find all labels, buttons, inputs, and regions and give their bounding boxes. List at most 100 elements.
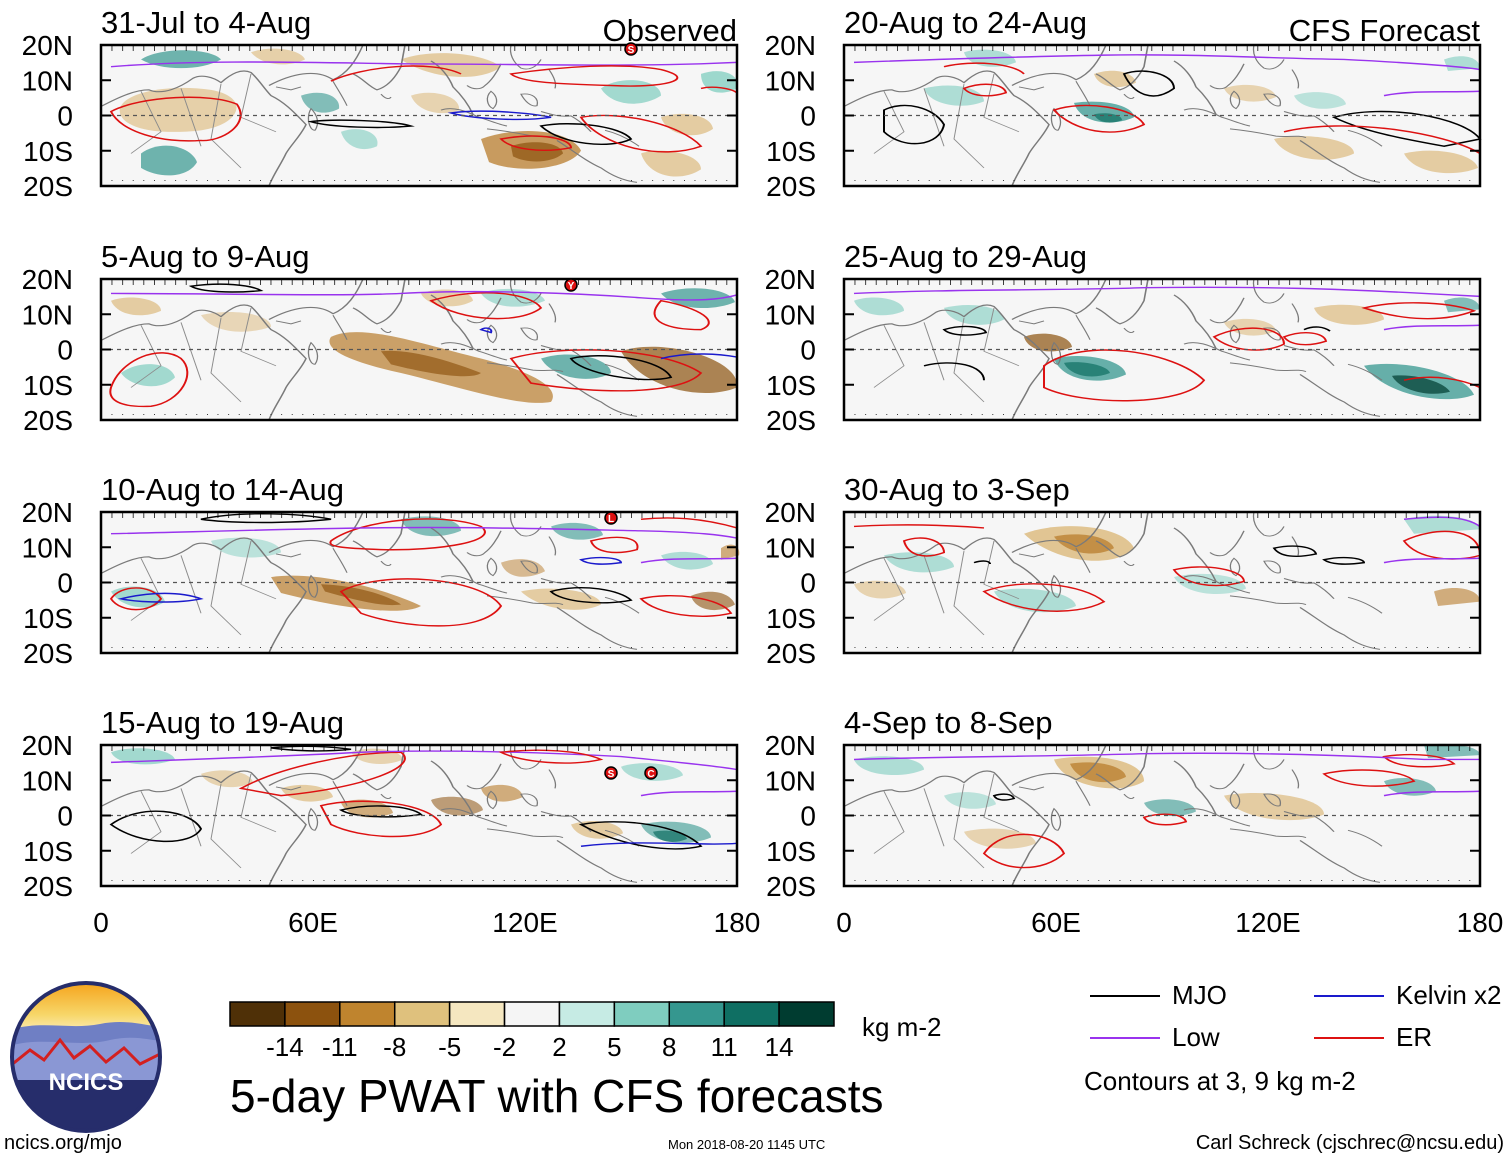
lat-label: 10S (766, 370, 816, 401)
lat-label: 10S (23, 603, 73, 634)
legend-item: Low (1090, 1022, 1220, 1052)
lat-label: 10S (766, 136, 816, 167)
colorbar-tick-label: -8 (383, 1032, 406, 1062)
colorbar-tick-label: -5 (438, 1032, 461, 1062)
map-panel: 20N 10N 0 10S 20S 20-Aug to 24-Aug CFS Forecas… (765, 5, 1482, 202)
lat-label: 0 (800, 801, 816, 832)
lon-label: 0 (836, 907, 852, 938)
ncics-logo: NCICS (10, 981, 162, 1133)
colorbar-swatch (229, 1001, 286, 1027)
panel-background (844, 512, 1480, 653)
storm-icon (624, 42, 638, 56)
lat-label: 10S (23, 836, 73, 867)
panel-background (844, 279, 1480, 420)
lat-label: 10S (766, 603, 816, 634)
lat-label: 10S (23, 370, 73, 401)
top-ticks (101, 279, 737, 285)
observed-label: Observed (603, 13, 737, 48)
legend-item: Kelvin x2 (1314, 980, 1502, 1010)
map-panel: 20N 10N 0 10S 20S Y 5-Aug to 9-Aug (22, 239, 739, 436)
footer-timestamp: Mon 2018-08-20 1145 UTC (668, 1137, 825, 1152)
storm-letter: Y (568, 281, 575, 292)
top-ticks (101, 745, 737, 751)
footer-credit: Carl Schreck (cjschrec@ncsu.edu) (1196, 1132, 1504, 1154)
lon-label: 60E (288, 907, 338, 938)
colorbar-swatch (284, 1001, 341, 1027)
panel-background (844, 45, 1480, 186)
map-panel: 20N 10N 0 10S 20S 4-Sep to 8-Sep 0 60E 120E 180 (765, 705, 1504, 938)
panel-title: 25-Aug to 29-Aug (844, 239, 1087, 274)
colorbar-swatch (503, 1001, 561, 1027)
storm-icon (644, 766, 658, 780)
lat-label: 20N (765, 30, 816, 61)
bottom-ticks (101, 180, 737, 186)
lat-label: 20S (23, 871, 73, 902)
lat-label: 20N (22, 30, 73, 61)
storm-marker: S (604, 766, 618, 780)
map-panel: 20N 10N 0 10S 20S 30-Aug to 3-Sep (765, 472, 1482, 669)
lat-label: 10N (22, 65, 73, 96)
colorbar-swatch (723, 1001, 780, 1027)
storm-marker: L (604, 511, 618, 525)
legend-label: ER (1396, 1022, 1432, 1052)
bottom-ticks (101, 414, 737, 420)
lon-label: 0 (93, 907, 109, 938)
panel-title: 15-Aug to 19-Aug (101, 705, 344, 740)
legend-item: ER (1314, 1022, 1432, 1052)
panel-title: 31-Jul to 4-Aug (101, 5, 311, 40)
panel-background (844, 745, 1480, 886)
lat-label: 20S (23, 171, 73, 202)
panel-title: 4-Sep to 8-Sep (844, 705, 1053, 740)
storm-letter: L (608, 514, 614, 525)
legend-label: Kelvin x2 (1396, 980, 1502, 1010)
lat-label: 0 (57, 101, 73, 132)
colorbar-tick-label: -11 (322, 1032, 358, 1062)
logo-text: NCICS (49, 1069, 124, 1096)
bottom-ticks (844, 647, 1480, 653)
lat-label: 20N (22, 497, 73, 528)
lat-label: 0 (800, 335, 816, 366)
colorbar-swatch (613, 1001, 671, 1027)
colorbar-swatch (393, 1001, 451, 1027)
lat-label: 20N (765, 730, 816, 761)
lat-label: 20N (765, 264, 816, 295)
lat-label: 20N (22, 730, 73, 761)
lat-label: 10N (765, 299, 816, 330)
top-ticks (844, 745, 1480, 751)
lon-label: 120E (1235, 907, 1300, 938)
legend-label: Low (1172, 1022, 1220, 1052)
lat-label: 20S (766, 871, 816, 902)
storm-icon (564, 278, 578, 292)
lat-label: 10N (765, 765, 816, 796)
bottom-ticks (101, 880, 737, 886)
colorbar: -14 -11 -8 -5 -2 2 5 8 11 14 (229, 1001, 835, 1062)
storm-icon (604, 766, 618, 780)
lat-label: 10N (22, 532, 73, 563)
top-ticks (844, 512, 1480, 518)
lat-label: 10S (766, 836, 816, 867)
figure-title: 5-day PWAT with CFS forecasts (230, 1070, 884, 1122)
legend-item: MJO (1090, 980, 1227, 1010)
lat-label: 10S (23, 136, 73, 167)
lat-label: 0 (57, 568, 73, 599)
colorbar-tick-label: 8 (662, 1032, 676, 1062)
panel-title: 5-Aug to 9-Aug (101, 239, 310, 274)
bottom-ticks (844, 414, 1480, 420)
top-ticks (844, 45, 1480, 51)
bottom-ticks (844, 180, 1480, 186)
footer-left: ncics.org/mjo (4, 1132, 122, 1154)
lon-label: 120E (492, 907, 557, 938)
map-panel: 20N 10N 0 10S 20S 25-Aug to 29-Aug (765, 239, 1482, 436)
lat-label: 10N (22, 299, 73, 330)
top-ticks (844, 279, 1480, 285)
colorbar-swatch (339, 1001, 396, 1027)
lat-label: 0 (57, 335, 73, 366)
colorbar-tick-label: -2 (493, 1032, 516, 1062)
panel-title: 30-Aug to 3-Sep (844, 472, 1070, 507)
storm-marker: Y (564, 278, 578, 292)
legend-note: Contours at 3, 9 kg m-2 (1084, 1066, 1356, 1096)
lat-label: 20S (766, 171, 816, 202)
lon-label: 60E (1031, 907, 1081, 938)
